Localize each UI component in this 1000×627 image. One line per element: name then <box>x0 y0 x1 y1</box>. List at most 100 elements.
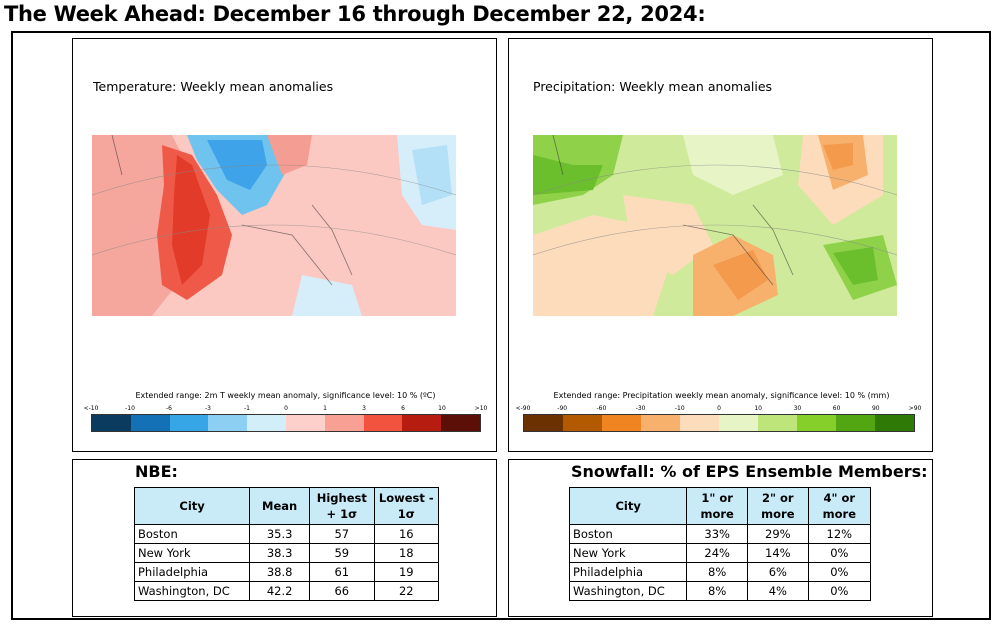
mean-cell: 35.3 <box>249 524 311 544</box>
temperature-colorbar-tick-label: 10 <box>438 405 446 412</box>
pct-2in-cell: 29% <box>747 524 809 544</box>
city-cell: Boston <box>568 524 688 544</box>
pct-1in-cell: 8% <box>686 581 748 601</box>
precipitation-colorbar-tick-label: -10 <box>674 405 685 412</box>
precipitation-colorbar-tick-label: 90 <box>871 405 880 412</box>
pct-2in-cell: 4% <box>747 581 809 601</box>
mean-cell: 38.8 <box>249 562 311 582</box>
temperature-colorbar-swatch <box>169 415 209 431</box>
temperature-colorbar-tick-label: -10 <box>125 405 135 412</box>
snowfall-table: City 1" or more 2" or more 4" or more Bo… <box>568 487 872 601</box>
precipitation-colorbar-swatch <box>563 415 602 431</box>
temperature-colorbar-tick-label: 6 <box>401 405 405 412</box>
precipitation-colorbar-swatch <box>641 415 680 431</box>
mean-cell: 42.2 <box>249 581 311 601</box>
lowest-cell: 22 <box>373 581 440 601</box>
lowest-cell: 18 <box>373 543 440 563</box>
temperature-colorbar-tick-label: 1 <box>323 405 327 412</box>
pct-1in-cell: 33% <box>686 524 748 544</box>
snowfall-header-1in: 1" or more <box>686 487 748 525</box>
table-row: Boston 35.3 57 16 <box>133 524 440 544</box>
temperature-colorbar-swatch <box>208 415 248 431</box>
nbe-table: City Mean Highest + 1σ Lowest - 1σ Bosto… <box>133 487 440 601</box>
precipitation-colorbar-tick-label: >90 <box>908 405 922 412</box>
temperature-colorbar-swatch <box>324 415 364 431</box>
temperature-colorbar-tick-label: >10 <box>474 405 488 412</box>
precipitation-colorbar-ticks: <-90 -90 -60 -30 -10 0 10 30 60 90 >90 <box>516 405 922 414</box>
nbe-header-mean: Mean <box>249 487 311 525</box>
snowfall-header-2in: 2" or more <box>747 487 809 525</box>
temperature-colorbar-swatch <box>130 415 170 431</box>
highest-cell: 57 <box>309 524 375 544</box>
precipitation-colorbar-caption: Extended range: Precipitation weekly mea… <box>553 391 890 400</box>
temperature-colorbar-tick-label: -1 <box>244 405 250 412</box>
precipitation-colorbar-tick-label: -30 <box>635 405 646 412</box>
snowfall-header-row: City 1" or more 2" or more 4" or more <box>568 487 872 525</box>
pct-2in-cell: 6% <box>747 562 809 582</box>
table-row: Boston 33% 29% 12% <box>568 524 872 544</box>
temperature-colorbar-swatch <box>402 415 442 431</box>
city-cell: Philadelphia <box>133 562 251 582</box>
snowfall-panel: Snowfall: % of EPS Ensemble Members: Cit… <box>508 459 933 617</box>
temperature-colorbar-tick-label: -3 <box>205 405 211 412</box>
snowfall-header-4in: 4" or more <box>807 487 872 525</box>
table-row: Washington, DC 8% 4% 0% <box>568 581 872 601</box>
temperature-colorbar-swatch <box>363 415 403 431</box>
pct-4in-cell: 0% <box>807 581 872 601</box>
precipitation-panel-title: Precipitation: Weekly mean anomalies <box>533 79 773 94</box>
nbe-header-row: City Mean Highest + 1σ Lowest - 1σ <box>133 487 440 525</box>
mean-cell: 38.3 <box>249 543 311 563</box>
lowest-cell: 16 <box>373 524 440 544</box>
temperature-colorbar <box>91 414 481 432</box>
precipitation-colorbar <box>523 414 915 432</box>
pct-2in-cell: 14% <box>747 543 809 563</box>
pct-1in-cell: 8% <box>686 562 748 582</box>
temperature-colorbar-swatch <box>285 415 325 431</box>
highest-cell: 61 <box>309 562 375 582</box>
pct-1in-cell: 24% <box>686 543 748 563</box>
pct-4in-cell: 0% <box>807 543 872 563</box>
precipitation-panel: Precipitation: Weekly mean anomalies Ext… <box>508 38 933 452</box>
nbe-header-lowest: Lowest - 1σ <box>373 487 440 525</box>
pct-4in-cell: 12% <box>807 524 872 544</box>
nbe-header-highest: Highest + 1σ <box>309 487 375 525</box>
city-cell: New York <box>568 543 688 563</box>
precipitation-colorbar-swatch <box>602 415 641 431</box>
table-row: New York 24% 14% 0% <box>568 543 872 563</box>
nbe-title: NBE: <box>135 462 178 481</box>
city-cell: Boston <box>133 524 251 544</box>
precipitation-anomaly-map <box>533 135 897 316</box>
precipitation-colorbar-tick-label: 0 <box>717 405 721 412</box>
precipitation-colorbar-tick-label: <-90 <box>515 405 531 412</box>
lowest-cell: 19 <box>373 562 440 582</box>
temperature-colorbar-swatch <box>247 415 286 431</box>
temperature-colorbar-swatch <box>92 415 131 431</box>
precipitation-colorbar-tick-label: 30 <box>793 405 802 412</box>
city-cell: New York <box>133 543 251 563</box>
precipitation-colorbar-tick-label: -60 <box>596 405 607 412</box>
precipitation-colorbar-tick-label: 60 <box>832 405 841 412</box>
nbe-header-city: City <box>133 487 251 525</box>
precipitation-colorbar-tick-label: 10 <box>754 405 763 412</box>
precipitation-colorbar-tick-label: -90 <box>557 405 568 412</box>
page-title: The Week Ahead: December 16 through Dece… <box>4 2 706 26</box>
table-row: Washington, DC 42.2 66 22 <box>133 581 440 601</box>
precipitation-colorbar-swatch <box>680 415 719 431</box>
highest-cell: 59 <box>309 543 375 563</box>
pct-4in-cell: 0% <box>807 562 872 582</box>
precipitation-colorbar-swatch <box>836 415 875 431</box>
snowfall-header-city: City <box>568 487 688 525</box>
precipitation-colorbar-swatch <box>719 415 758 431</box>
city-cell: Washington, DC <box>133 581 251 601</box>
temperature-colorbar-tick-label: <-10 <box>83 405 99 412</box>
precipitation-colorbar-swatch <box>524 415 563 431</box>
temperature-anomaly-map <box>92 135 456 316</box>
table-row: Philadelphia 8% 6% 0% <box>568 562 872 582</box>
temperature-colorbar-tick-label: 0 <box>284 405 288 412</box>
nbe-panel: NBE: City Mean Highest + 1σ Lowest - 1σ … <box>72 459 497 617</box>
temperature-colorbar-ticks: <-10 -10 -6 -3 -1 0 1 3 6 10 >10 <box>84 405 488 414</box>
snowfall-title: Snowfall: % of EPS Ensemble Members: <box>571 462 928 481</box>
temperature-colorbar-tick-label: -6 <box>166 405 172 412</box>
temperature-panel: Temperature: Weekly mean anomalies Exten… <box>72 38 497 452</box>
content-frame <box>11 31 991 620</box>
